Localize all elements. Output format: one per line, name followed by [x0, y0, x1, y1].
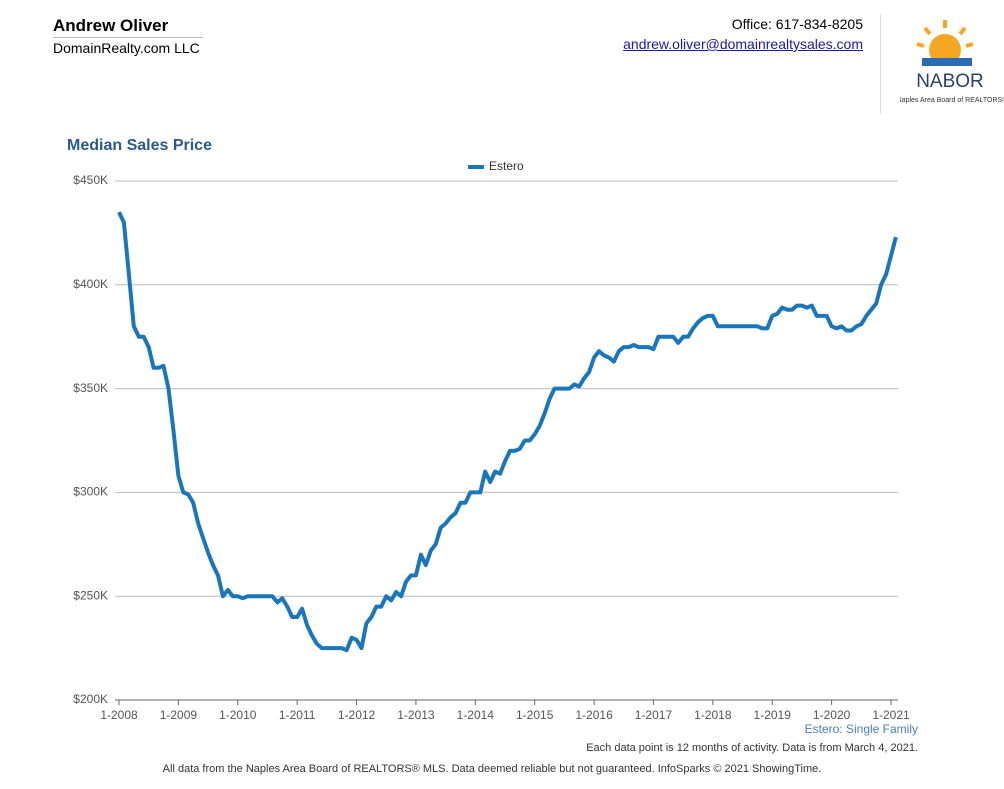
y-tick-label: $300K	[73, 485, 108, 499]
y-tick-label: $200K	[73, 692, 108, 706]
office-phone: Office: 617-834-8205	[731, 16, 863, 32]
annotation: Estero: Single Family	[805, 722, 918, 736]
annotation: Each data point is 12 months of activity…	[586, 742, 918, 754]
company: DomainRealty.com LLC	[53, 40, 200, 56]
chart-title: Median Sales Price	[67, 137, 212, 154]
x-tick-label: 1-2010	[219, 708, 257, 722]
x-tick-label: 1-2015	[516, 708, 554, 722]
footer: All data from the Naples Area Board of R…	[163, 763, 822, 775]
x-tick-label: 1-2011	[279, 708, 316, 722]
x-tick-label: 1-2012	[338, 708, 376, 722]
x-tick-label: 1-2017	[635, 708, 673, 722]
x-tick-label: 1-2009	[160, 708, 198, 722]
y-tick-label: $350K	[73, 381, 108, 395]
legend-label: Estero	[489, 159, 524, 173]
y-tick-label: $250K	[73, 588, 108, 602]
x-tick-label: 1-2013	[397, 708, 435, 722]
y-tick-label: $400K	[73, 277, 108, 291]
y-tick-label: $450K	[73, 173, 108, 187]
chart: Median Sales Price Estero: Single Family…	[67, 137, 918, 775]
data-line	[117, 211, 898, 653]
x-tick-label: 1-2021	[872, 708, 910, 722]
agent-name: Andrew Oliver	[53, 16, 169, 35]
divider	[53, 37, 203, 38]
x-tick-label: 1-2008	[100, 708, 138, 722]
divider	[880, 14, 881, 114]
x-tick-label: 1-2020	[813, 708, 851, 722]
logo: NABOR Naples Area Board of REALTORS®	[900, 20, 1004, 104]
x-tick-label: 1-2016	[575, 708, 613, 722]
x-tick-label: 1-2018	[694, 708, 732, 722]
email-link[interactable]: andrew.oliver@domainrealtysales.com	[623, 36, 863, 52]
x-tick-label: 1-2014	[457, 708, 495, 722]
logo-text: NABOR	[916, 71, 984, 92]
x-tick-label: 1-2019	[754, 708, 792, 722]
logo-subtext: Naples Area Board of REALTORS®	[900, 96, 1004, 104]
